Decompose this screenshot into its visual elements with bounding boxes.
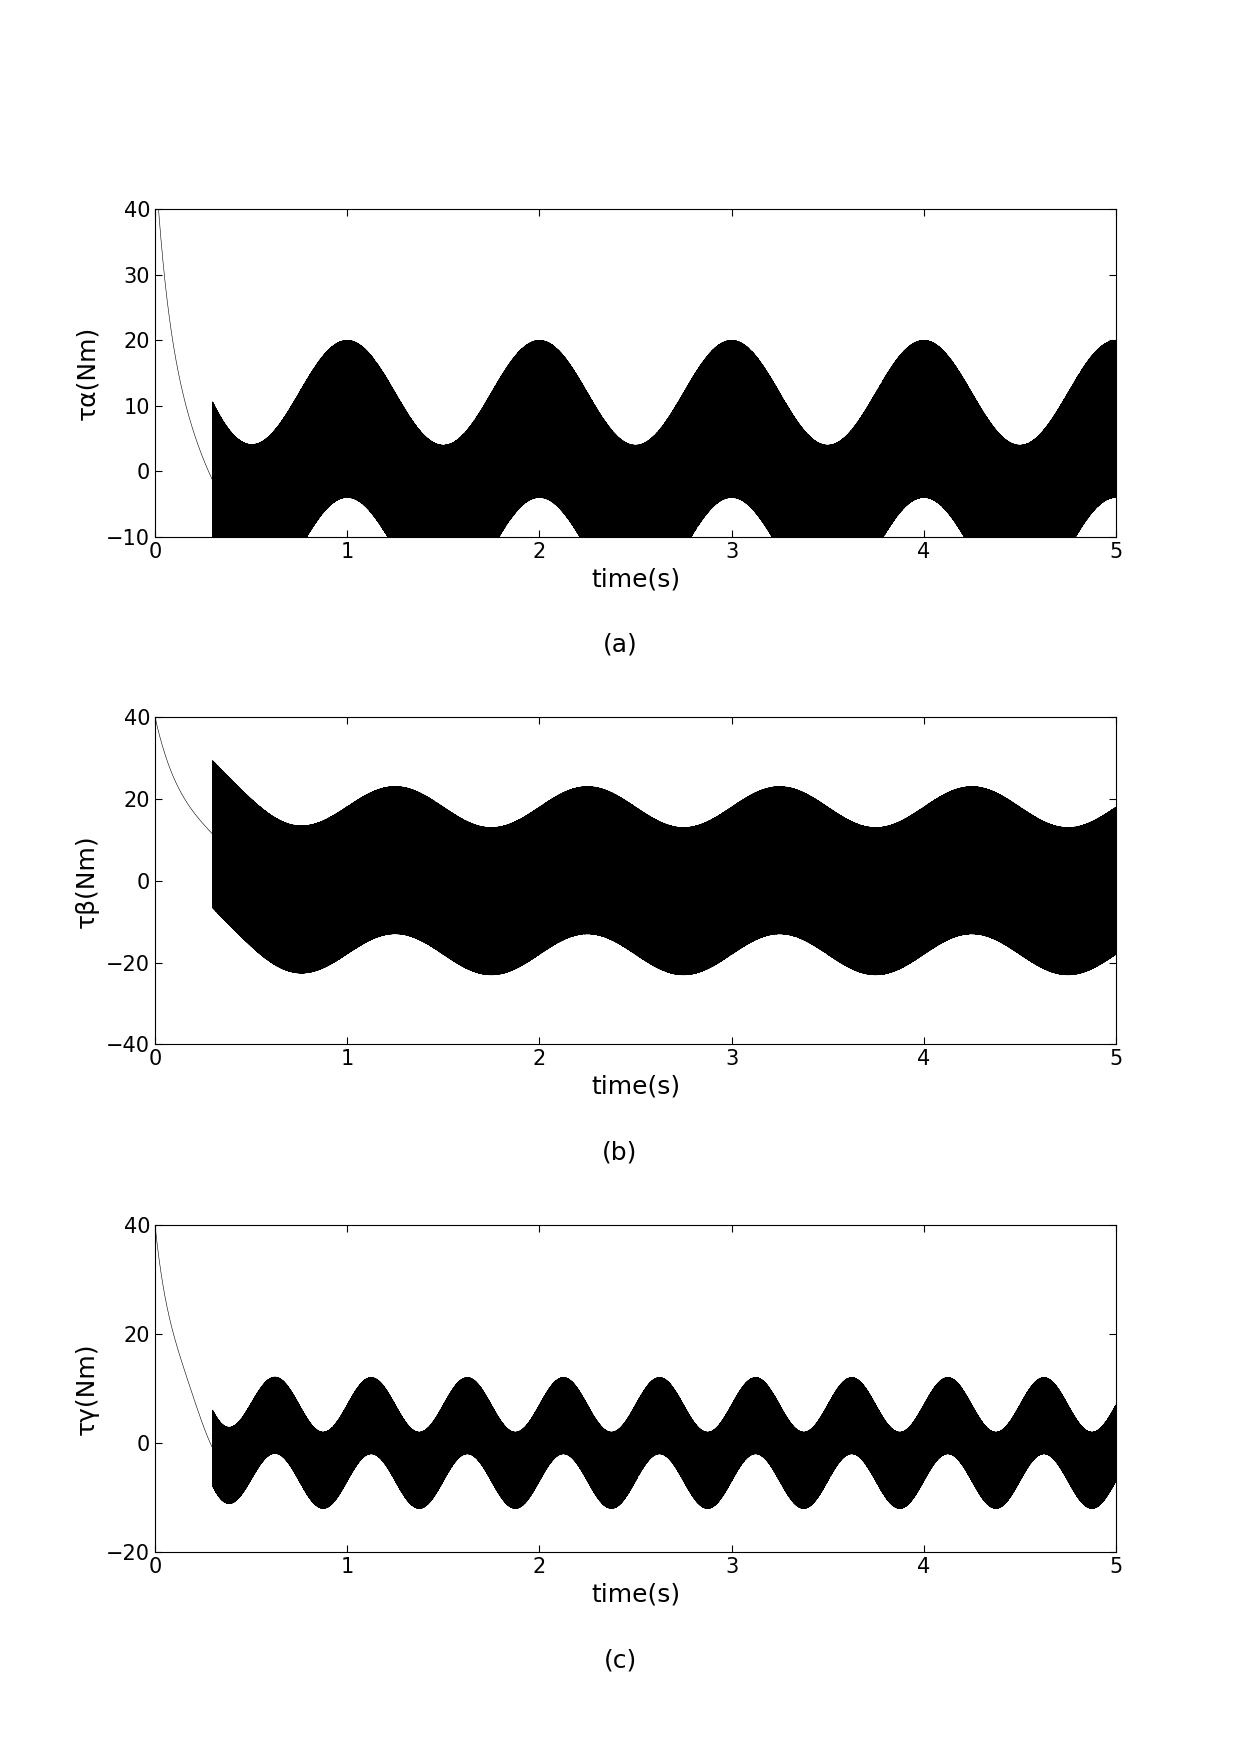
Text: (c): (c) [604, 1648, 636, 1672]
Text: (a): (a) [603, 633, 637, 657]
X-axis label: time(s): time(s) [591, 1074, 680, 1099]
Y-axis label: τβ(Nm): τβ(Nm) [76, 834, 99, 928]
Y-axis label: τα(Nm): τα(Nm) [76, 326, 99, 420]
Text: (b): (b) [603, 1141, 637, 1165]
Y-axis label: τγ(Nm): τγ(Nm) [76, 1343, 99, 1435]
X-axis label: time(s): time(s) [591, 567, 680, 591]
X-axis label: time(s): time(s) [591, 1582, 680, 1606]
